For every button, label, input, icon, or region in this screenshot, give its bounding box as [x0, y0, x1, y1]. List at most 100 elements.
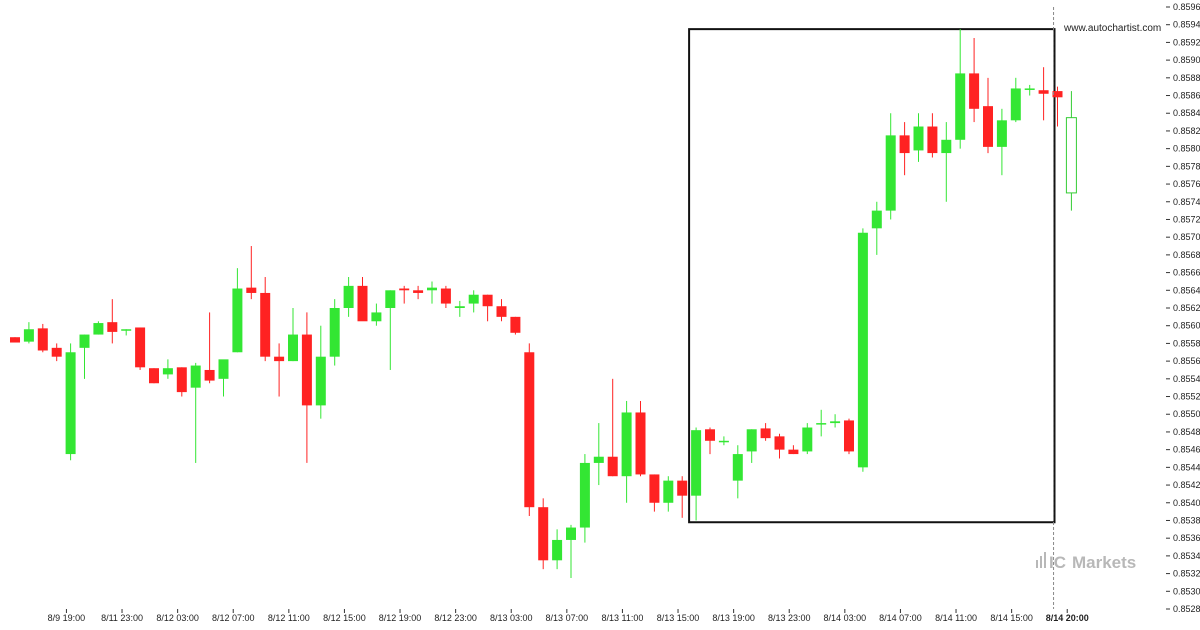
candle-body	[23, 329, 34, 342]
candle-body	[830, 421, 841, 424]
candle-body	[107, 322, 118, 332]
candle-body	[162, 368, 173, 375]
candle	[93, 321, 104, 335]
x-tick-label: 8/14 20:00	[1046, 613, 1089, 623]
candle	[454, 300, 465, 317]
candle	[1052, 86, 1063, 127]
candle	[162, 359, 173, 379]
candle-body	[1024, 88, 1035, 90]
y-tick-label: 0.8536	[1173, 533, 1200, 543]
y-tick-label: 0.8582	[1173, 126, 1200, 136]
x-tick-label: 8/12 07:00	[212, 613, 255, 623]
candle	[357, 277, 368, 322]
candle-body	[301, 334, 312, 406]
y-tick-label: 0.8570	[1173, 232, 1200, 242]
candle-body	[983, 106, 993, 147]
y-tick-label: 0.8572	[1173, 214, 1200, 224]
brand-bar-2	[1040, 556, 1042, 568]
candle-body	[246, 287, 257, 293]
candle	[802, 423, 813, 455]
candle-body	[10, 337, 20, 343]
candle-body	[663, 480, 674, 503]
candle-body	[440, 288, 451, 304]
y-tick-label: 0.8590	[1173, 55, 1200, 65]
candle-body	[579, 462, 590, 528]
candle	[983, 77, 993, 154]
candle-body	[691, 430, 702, 496]
candle-body	[260, 292, 271, 357]
candle	[538, 498, 549, 570]
candle	[607, 378, 618, 477]
candle	[121, 329, 132, 336]
candle	[65, 343, 76, 461]
candle-body	[996, 120, 1007, 147]
candle	[663, 476, 674, 512]
y-tick-label: 0.8564	[1173, 285, 1200, 295]
y-tick-label: 0.8556	[1173, 356, 1200, 366]
y-tick-label: 0.8538	[1173, 515, 1200, 525]
candle-body	[454, 306, 465, 308]
candle-body	[552, 539, 563, 561]
candle	[10, 337, 20, 343]
candle-body	[427, 287, 437, 291]
y-tick-label: 0.8552	[1173, 392, 1200, 402]
candle	[1065, 91, 1077, 211]
candle	[705, 427, 715, 455]
y-tick-label: 0.8586	[1173, 91, 1200, 101]
y-tick-label: 0.8576	[1173, 179, 1200, 189]
candle-body	[121, 329, 132, 331]
candle-body	[135, 327, 146, 368]
y-tick-label: 0.8594	[1173, 20, 1200, 30]
candle	[955, 29, 966, 149]
candle	[969, 37, 980, 123]
candle-body	[371, 312, 382, 322]
candle	[343, 277, 354, 317]
y-tick-label: 0.8534	[1173, 551, 1200, 561]
candle-body	[607, 456, 618, 477]
y-tick-label: 0.8574	[1173, 197, 1200, 207]
y-tick-label: 0.8554	[1173, 374, 1200, 384]
candle-body	[1010, 88, 1021, 121]
candle	[399, 285, 410, 304]
candle-body	[955, 73, 966, 140]
y-tick-label: 0.8560	[1173, 321, 1200, 331]
candle-body	[566, 527, 576, 540]
x-tick-label: 8/9 19:00	[48, 613, 86, 623]
candle	[1038, 67, 1049, 121]
candle	[274, 343, 285, 397]
candle-body	[1038, 90, 1049, 94]
candle-body	[343, 285, 354, 308]
candle	[1024, 84, 1035, 96]
x-tick-label: 8/13 03:00	[490, 613, 533, 623]
candle-body	[204, 369, 215, 381]
candle	[566, 524, 576, 579]
candle-body	[1052, 91, 1063, 98]
candle	[691, 427, 702, 521]
candle	[649, 474, 660, 512]
candle-body	[885, 135, 896, 211]
candle	[913, 113, 924, 162]
candle-body	[635, 412, 646, 475]
candle	[37, 323, 48, 353]
candle	[816, 409, 827, 437]
y-tick-label: 0.8532	[1173, 569, 1200, 579]
candle-body	[802, 427, 813, 452]
x-tick-label: 8/12 19:00	[379, 613, 422, 623]
candle	[885, 113, 896, 220]
candle	[51, 343, 62, 362]
candle-body	[218, 359, 229, 379]
y-tick-label: 0.8588	[1173, 73, 1200, 83]
candle	[830, 414, 841, 428]
candle-body	[927, 126, 938, 154]
brand-prefix: IC	[1049, 553, 1066, 572]
candle	[732, 445, 743, 499]
candle-body	[413, 290, 424, 293]
y-axis: 0.8528 0.8530 0.8532 0.8534 0.8536 0.8538 0.85…	[1166, 2, 1200, 614]
x-tick-label: 8/12 15:00	[323, 613, 366, 623]
x-tick-label: 8/14 03:00	[824, 613, 867, 623]
candle	[315, 325, 326, 419]
candle	[1010, 77, 1021, 123]
y-tick-label: 0.8584	[1173, 108, 1200, 118]
y-tick-label: 0.8562	[1173, 303, 1200, 313]
candle	[79, 334, 90, 379]
